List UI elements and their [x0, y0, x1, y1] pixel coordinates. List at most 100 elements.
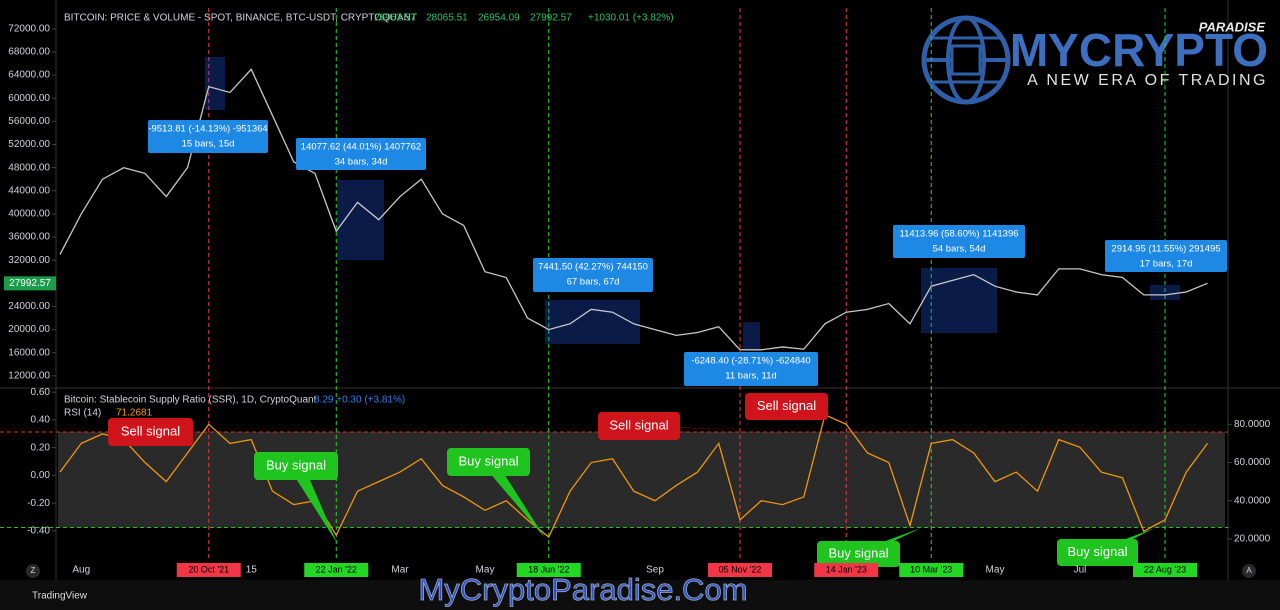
y-tick-label: 0.20 [31, 442, 51, 453]
y-tick-label: 64000.00 [8, 70, 50, 81]
scale-button-label: A [1246, 566, 1252, 575]
measure-box [296, 138, 426, 170]
callout-box [108, 418, 193, 446]
callout-tail [480, 462, 545, 538]
x-tick-label: 10 Mar '23 [910, 564, 952, 574]
y2-tick-label: 20.0000 [1234, 534, 1271, 545]
y-tick-label: 52000.00 [8, 139, 50, 150]
indicator-title: Bitcoin: Stablecoin Supply Ratio (SSR), … [64, 395, 317, 406]
x-label-box [899, 563, 964, 577]
y-tick-label: -0.20 [27, 498, 50, 509]
y2-tick-label: 40.0000 [1234, 495, 1271, 506]
rsi-band [58, 431, 1225, 528]
scale-button [26, 564, 40, 578]
platform-name: TradingView [32, 591, 88, 602]
callout-label: Buy signal [829, 545, 889, 560]
measure-change: 7441.50 (42.27%) 744150 [538, 262, 648, 273]
logo-tag: PARADISE [1199, 19, 1266, 34]
measure-span: 67 bars, 67d [567, 277, 620, 288]
measure-span: 11 bars, 11d [725, 371, 776, 382]
y-tick-label: 0.00 [31, 470, 51, 481]
x-tick-label: Sep [646, 565, 664, 576]
callout-label: Sell signal [757, 398, 816, 413]
callout-label: Buy signal [459, 453, 519, 468]
y-tick-label: 12000.00 [8, 370, 50, 381]
measure-box [1105, 240, 1227, 272]
logo-slogan: A NEW ERA OF TRADING [1027, 72, 1268, 89]
scale-button-label: Z [31, 566, 36, 575]
x-label-box [708, 563, 772, 577]
legend-entry: RSI (14) [64, 408, 101, 419]
callout-label: Sell signal [121, 423, 180, 438]
measure-box [893, 225, 1025, 258]
rsi-line [59, 413, 1209, 539]
measure-region [1150, 285, 1180, 300]
x-tick-label: 15 [246, 565, 258, 576]
measure-change: 14077.62 (44.01%) 1407762 [301, 142, 421, 153]
measure-box [148, 120, 268, 153]
y-tick-label: 36000.00 [8, 232, 50, 243]
indicator-readout: 8.29 +0.30 (+3.81%) [314, 395, 405, 406]
measure-region [743, 322, 760, 350]
x-label-box [176, 563, 241, 577]
measure-span: 17 bars, 17d [1140, 259, 1193, 270]
x-label-box [1133, 563, 1197, 577]
footer-bar [0, 580, 1280, 610]
measure-region [205, 57, 225, 110]
logo-brand: MYCRYPTO [1010, 24, 1268, 76]
y-tick-label: 60000.00 [8, 93, 50, 104]
y-tick-label: 16000.00 [8, 347, 50, 358]
x-tick-label: 22 Jan '22 [316, 564, 357, 574]
y-tick-label: 32000.00 [8, 255, 50, 266]
legend-value: 71.2681 [116, 408, 153, 419]
measure-change: 11413.96 (58.60%) 1141396 [899, 229, 1018, 240]
watermark: MyCryptoParadise.Com [418, 572, 747, 607]
price-tag-label: 27992.57 [9, 278, 51, 289]
x-label-box [304, 563, 369, 577]
y-tick-label: 48000.00 [8, 162, 50, 173]
callout-label: Buy signal [266, 457, 326, 472]
measure-region [921, 268, 997, 333]
measure-change: -9513.81 (-14.13%) -951364 [148, 124, 267, 135]
callout-box [745, 393, 828, 420]
x-tick-label: 18 Jun '22 [528, 564, 569, 574]
x-tick-label: May [476, 565, 495, 576]
y-tick-label: 72000.00 [8, 23, 50, 34]
callout-box [1057, 539, 1138, 566]
measure-change: 2914.95 (11.55%) 291495 [1111, 244, 1220, 255]
ohlc-value: 26954.09 [478, 13, 520, 24]
x-tick-label: 20 Oct '21 [188, 564, 229, 574]
y-tick-label: 0.60 [31, 387, 51, 398]
x-tick-label: Aug [72, 565, 90, 576]
y-tick-label: -0.40 [27, 526, 50, 537]
y-tick-label: 0.40 [31, 415, 51, 426]
callout-box [598, 412, 680, 440]
x-tick-label: Jul [1074, 565, 1087, 576]
y2-tick-label: 80.0000 [1234, 419, 1271, 430]
callout-label: Sell signal [609, 417, 668, 432]
callout-box [254, 452, 338, 480]
ohlc-value: 26962.57 [374, 13, 416, 24]
x-tick-label: 05 Nov '22 [719, 564, 762, 574]
measure-box [684, 352, 818, 386]
x-tick-label: 22 Aug '23 [1144, 564, 1186, 574]
y-tick-label: 40000.00 [8, 209, 50, 220]
price-change: +1030.01 (+3.82%) [588, 13, 674, 24]
x-tick-label: Mar [391, 565, 409, 576]
y-tick-label: 44000.00 [8, 185, 50, 196]
logo: PARADISE MYCRYPTO A NEW ERA OF TRADING [921, 15, 1268, 105]
callout-tail [288, 466, 337, 543]
callout-box [817, 541, 900, 567]
measure-region [545, 300, 640, 344]
callout-label: Buy signal [1068, 544, 1128, 559]
measure-span: 54 bars, 54d [933, 244, 986, 255]
x-tick-label: 14 Jan '23 [826, 564, 867, 574]
x-tick-label: May [986, 565, 1005, 576]
y-tick-label: 68000.00 [8, 47, 50, 58]
y2-tick-label: 60.0000 [1234, 457, 1271, 468]
logo-chip [950, 44, 982, 76]
ohlc-value: 28065.51 [426, 13, 468, 24]
price-line [59, 68, 1208, 351]
